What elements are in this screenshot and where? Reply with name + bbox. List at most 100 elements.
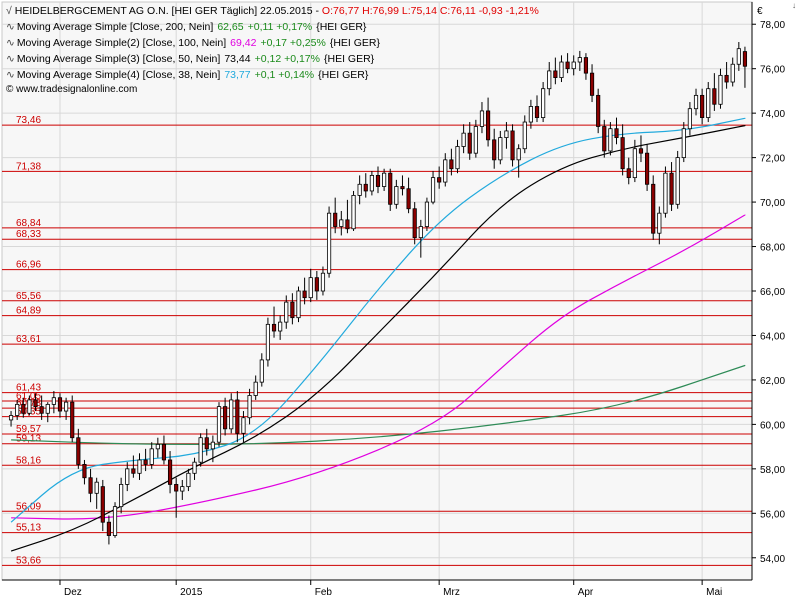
candle-body xyxy=(186,472,191,488)
candle-body xyxy=(565,61,570,70)
candle xyxy=(149,442,154,469)
candle-body xyxy=(620,137,625,170)
level-label: 68,33 xyxy=(16,229,41,240)
candle xyxy=(216,402,222,447)
candle xyxy=(724,62,729,89)
candle-body xyxy=(143,459,148,465)
candle-body xyxy=(455,146,460,170)
indicator-value: 73,77 xyxy=(224,69,250,81)
candle-body xyxy=(345,219,350,230)
level-label: 71,38 xyxy=(16,161,41,172)
candle xyxy=(651,175,656,240)
candle-body xyxy=(119,484,124,508)
candle xyxy=(155,437,160,458)
candle-body xyxy=(449,159,454,170)
candle-body xyxy=(357,183,362,196)
indicator-change: +0,17 +0,25% xyxy=(260,37,325,49)
candle xyxy=(369,170,374,196)
candle-body xyxy=(418,226,423,239)
candle xyxy=(522,115,527,154)
candle xyxy=(21,397,26,418)
candle xyxy=(528,99,533,129)
y-tick-label: 58,00 xyxy=(760,465,785,476)
candle xyxy=(143,448,148,472)
candle-body xyxy=(614,128,619,139)
candle xyxy=(45,402,50,423)
candle xyxy=(706,82,711,123)
candle xyxy=(278,315,283,340)
axis-corner-mark: ↓ xyxy=(792,1,796,10)
candle-body xyxy=(94,481,99,494)
candle xyxy=(8,411,14,427)
candle xyxy=(461,124,466,154)
candle xyxy=(284,295,289,329)
level-label: 53,66 xyxy=(16,555,41,566)
candle xyxy=(412,202,417,245)
candle xyxy=(351,190,356,231)
indicator-value: 73,44 xyxy=(224,53,250,65)
indicator-line-4: ∿ Moving Average Simple(4) [Close, 38, Ne… xyxy=(6,69,369,81)
candle-body xyxy=(284,301,289,323)
candle xyxy=(712,73,717,111)
candle xyxy=(94,477,99,509)
candle-body xyxy=(583,57,589,74)
candle xyxy=(675,150,680,209)
candle-body xyxy=(547,70,552,90)
instrument-line: √ HEIDELBERGCEMENT AG O.N. [HEI GER Tägli… xyxy=(6,5,539,17)
candle-body xyxy=(51,397,56,405)
candle-body xyxy=(663,172,668,214)
level-label: 61,05 xyxy=(16,391,41,402)
candle-body xyxy=(235,399,240,434)
indicator-label: Moving Average Simple(4) [Close, 38, Nei… xyxy=(17,69,221,81)
candle xyxy=(174,477,179,518)
candle-body xyxy=(510,130,515,161)
candle xyxy=(112,502,118,538)
candle-body xyxy=(388,172,393,205)
moving-average-line xyxy=(10,117,746,523)
x-tick-label: Mai xyxy=(706,587,722,598)
candle-body xyxy=(602,126,607,152)
candle xyxy=(271,306,277,338)
candle xyxy=(424,197,430,231)
candle-body xyxy=(229,399,234,430)
candle-body xyxy=(534,106,540,118)
y-tick-label: 68,00 xyxy=(760,243,785,254)
candle xyxy=(137,453,142,480)
indicator-label: Moving Average Simple(2) [Close, 100, Ne… xyxy=(17,37,226,49)
candle xyxy=(400,175,405,196)
candle-body xyxy=(192,461,197,474)
legend: √ HEIDELBERGCEMENT AG O.N. [HEI GER Tägli… xyxy=(6,5,539,95)
candle xyxy=(534,95,540,123)
candle-body xyxy=(467,132,472,154)
candle xyxy=(106,515,111,545)
candle-body xyxy=(375,174,381,187)
candle xyxy=(326,206,332,278)
candle-body xyxy=(33,399,38,407)
y-tick-label: 66,00 xyxy=(760,287,785,298)
candle-body xyxy=(314,277,319,292)
moving-average-line xyxy=(11,364,746,446)
candle xyxy=(204,428,209,456)
source-credit: © www.tradesignalonline.com xyxy=(6,84,137,95)
y-tick-label: 60,00 xyxy=(760,420,785,431)
candle-body xyxy=(161,443,167,461)
candle-body xyxy=(15,403,20,416)
candle-body xyxy=(149,448,154,465)
candle-body xyxy=(479,110,485,127)
candle-body xyxy=(326,212,332,274)
indicator-change: +0,12 +0,17% xyxy=(255,53,320,65)
level-label: 61,43 xyxy=(16,383,41,394)
candle xyxy=(229,393,234,434)
candle xyxy=(547,62,552,96)
indicator-suffix: {HEI GER} xyxy=(318,69,369,81)
candle-body xyxy=(589,72,595,96)
candle-body xyxy=(718,74,723,105)
candle xyxy=(736,42,741,71)
level-label: 58,16 xyxy=(16,455,41,466)
candle xyxy=(210,435,215,463)
candle xyxy=(657,206,662,245)
candle xyxy=(510,124,515,167)
y-tick-label: 62,00 xyxy=(760,376,785,387)
indicator-change: +0,1 +0,14% xyxy=(255,69,315,81)
candle xyxy=(82,459,87,485)
